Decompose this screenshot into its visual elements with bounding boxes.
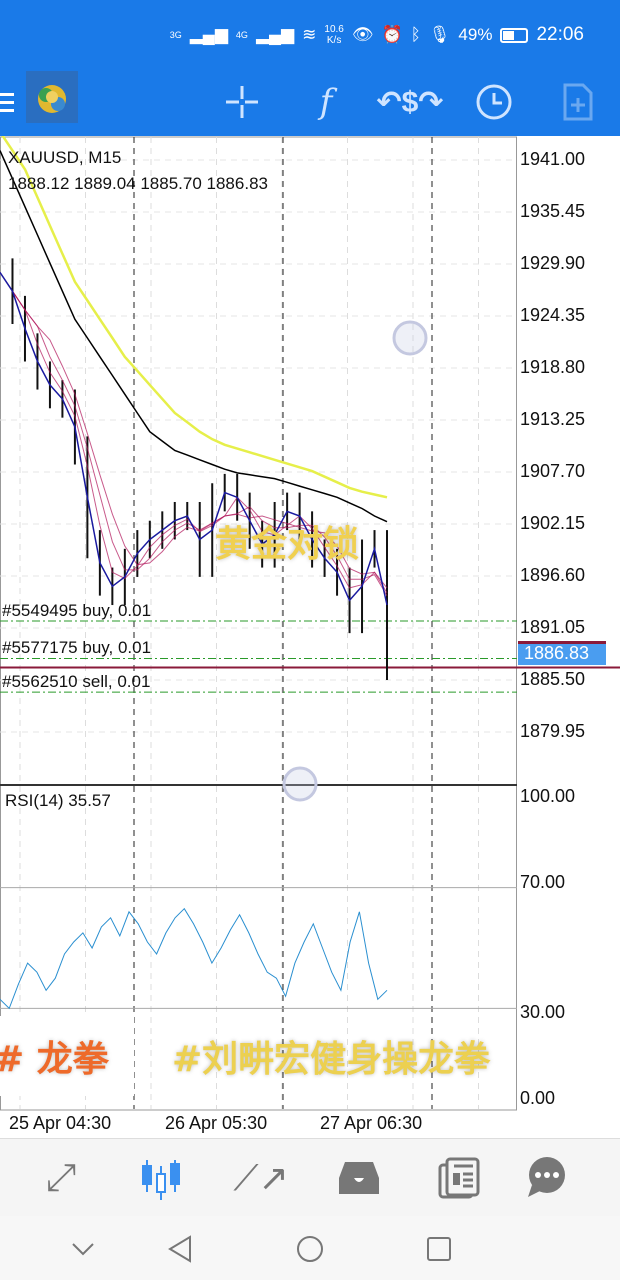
- quotes-icon: ⤢: [45, 1156, 77, 1199]
- rsi-axis-label: 70.00: [520, 872, 566, 892]
- rsi-line: [0, 907, 388, 1010]
- net-speed: 10.6 K/s: [324, 24, 343, 46]
- trade-button[interactable]: ↶$↷: [377, 80, 444, 124]
- chat-icon: [528, 1157, 565, 1197]
- rsi-axis-label: 30.00: [520, 1002, 566, 1022]
- price-axis-label: 1907.70: [520, 461, 586, 481]
- ohlc-label: 1888.12 1889.04 1885.70 1886.83: [8, 174, 268, 193]
- overlay-caption: #刘畊宏健身操龙拳: [172, 1039, 491, 1080]
- overlay-caption: # 龙拳: [0, 1039, 109, 1080]
- system-nav: [0, 1216, 620, 1280]
- nav-trade[interactable]: ⟋↗: [233, 1153, 289, 1203]
- price-chart[interactable]: [0, 136, 620, 1138]
- new-order-button[interactable]: [556, 80, 600, 124]
- status-bar: 3G ▂▄▆ 4G ▂▄▆ ≋ 10.6 K/s 👁 ⏰ ᛒ 🎙 49% 22:06: [0, 0, 620, 68]
- timeframe-button[interactable]: [472, 80, 516, 124]
- price-axis-label: 1929.90: [520, 253, 586, 273]
- bluetooth-icon: ᛒ: [410, 25, 421, 44]
- function-icon: f: [319, 82, 333, 122]
- chart-frame: [0, 136, 517, 1111]
- rsi-axis-label: 100.00: [520, 786, 576, 806]
- inbox-icon: [339, 1162, 379, 1194]
- battery-icon: [500, 27, 529, 43]
- nav-messages[interactable]: [522, 1153, 572, 1203]
- eye-icon: 👁: [351, 25, 374, 44]
- alarm-icon: ⏰: [381, 25, 403, 44]
- order-label[interactable]: #5549495 buy, 0.01: [2, 600, 152, 620]
- back-button[interactable]: [163, 1232, 197, 1266]
- current-price-tag: 1886.83: [518, 641, 606, 665]
- clock-icon: [476, 84, 512, 120]
- price-axis-label: 1902.15: [520, 513, 586, 533]
- news-icon: [438, 1157, 480, 1199]
- signal-icon: ▂▄▆: [189, 25, 228, 44]
- mic-icon: 🎙: [428, 25, 451, 44]
- ma-slow-line: [0, 150, 388, 523]
- recents-icon: [427, 1237, 451, 1261]
- crosshair-icon: [226, 86, 258, 118]
- ma-fast-line: [0, 271, 388, 606]
- nav-chart[interactable]: [136, 1153, 186, 1203]
- nav-history[interactable]: [334, 1153, 384, 1203]
- chevron-down-icon: [72, 1243, 94, 1256]
- price-axis-label: 1885.50: [520, 669, 586, 689]
- speed-unit: K/s: [326, 35, 342, 46]
- home-icon: [297, 1236, 323, 1262]
- home-button[interactable]: [293, 1232, 327, 1266]
- recents-button[interactable]: [422, 1232, 456, 1266]
- price-axis-label: 1941.00: [520, 149, 586, 169]
- price-axis-label: 1924.35: [520, 305, 586, 325]
- wifi-icon: ≋: [302, 25, 317, 44]
- price-axis-label: 1935.45: [520, 201, 586, 221]
- battery-percent: 49%: [458, 25, 493, 44]
- menu-icon: [0, 93, 14, 112]
- nav-quotes[interactable]: ⤢: [36, 1153, 86, 1203]
- order-label[interactable]: #5577175 buy, 0.01: [2, 638, 152, 658]
- new-document-icon: [563, 83, 593, 121]
- rsi-axis-label: 0.00: [520, 1088, 556, 1108]
- price-axis-label: 1891.05: [520, 617, 586, 637]
- trade-icon: ⟋↗: [233, 1156, 289, 1198]
- app-logo[interactable]: [26, 71, 78, 123]
- ma-yellow-line: [1, 136, 388, 499]
- ma-magenta-line: [0, 272, 388, 589]
- time-label: 27 Apr 06:30: [320, 1113, 423, 1133]
- time-label: 25 Apr 04:30: [9, 1113, 112, 1133]
- touch-indicator: [282, 766, 318, 802]
- price-axis-label: 1896.60: [520, 565, 586, 585]
- price-axis-label: 1918.80: [520, 357, 586, 377]
- order-label[interactable]: #5562510 sell, 0.01: [2, 672, 151, 692]
- price-axis-label: 1913.25: [520, 409, 586, 429]
- toolbar: f ↶$↷: [0, 68, 620, 136]
- time-label: 26 Apr 05:30: [165, 1113, 268, 1133]
- touch-indicator: [392, 320, 428, 356]
- indicators-button[interactable]: f: [304, 80, 348, 124]
- metatrader-logo-icon: [38, 85, 66, 113]
- signal-icon: ▂▄▆: [255, 25, 295, 44]
- nav-news[interactable]: [434, 1153, 484, 1203]
- crosshair-button[interactable]: [220, 80, 264, 124]
- price-axis-label: 1879.95: [520, 721, 586, 741]
- overlay-caption: 黄金对锁: [215, 524, 360, 565]
- trade-dollar-icon: ↶$↷: [376, 85, 444, 119]
- back-icon: [168, 1235, 191, 1263]
- bottom-nav: ⤢ ⟋↗: [0, 1138, 620, 1216]
- signal-4g: 4G: [235, 30, 248, 40]
- speed-value: 10.6: [324, 24, 344, 35]
- signal-3g: 3G: [169, 30, 182, 40]
- symbol-label: XAUUSD, M15: [8, 148, 122, 167]
- rsi-label: RSI(14) 35.57: [5, 791, 111, 810]
- menu-button[interactable]: [0, 80, 20, 124]
- candlestick-icon: [142, 1160, 180, 1200]
- collapse-button[interactable]: [66, 1232, 100, 1266]
- clock: 22:06: [536, 24, 584, 45]
